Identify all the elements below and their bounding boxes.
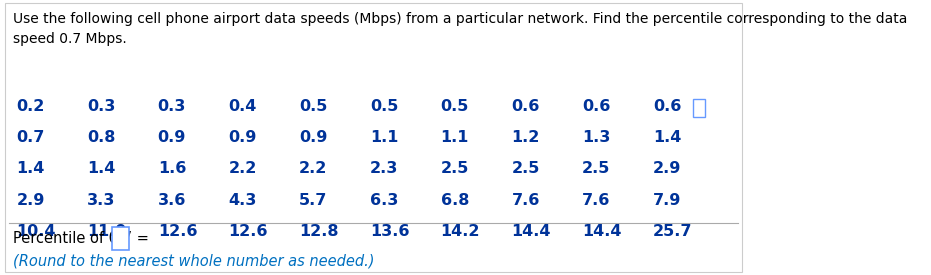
Text: 2.2: 2.2	[299, 161, 328, 176]
Text: 3.6: 3.6	[157, 192, 186, 208]
Text: 11.9: 11.9	[87, 224, 127, 239]
Text: 1.6: 1.6	[157, 161, 186, 176]
Text: 13.6: 13.6	[370, 224, 410, 239]
Text: 12.8: 12.8	[299, 224, 339, 239]
Text: Percentile of 0.7 =: Percentile of 0.7 =	[12, 231, 148, 246]
Bar	[112, 227, 129, 250]
Text: 14.4: 14.4	[511, 224, 551, 239]
Text: 6.3: 6.3	[370, 192, 398, 208]
Text: 0.3: 0.3	[157, 99, 186, 114]
Text: 4.3: 4.3	[228, 192, 257, 208]
Text: 12.6: 12.6	[157, 224, 197, 239]
Text: 6.8: 6.8	[440, 192, 469, 208]
Text: 7.9: 7.9	[653, 192, 681, 208]
Text: 0.7: 0.7	[16, 130, 45, 145]
Text: 25.7: 25.7	[653, 224, 693, 239]
Text: 12.6: 12.6	[228, 224, 268, 239]
Text: 0.8: 0.8	[87, 130, 115, 145]
Text: Use the following cell phone airport data speeds (Mbps) from a particular networ: Use the following cell phone airport dat…	[12, 12, 907, 46]
Text: 10.4: 10.4	[16, 224, 56, 239]
Text: 2.9: 2.9	[16, 192, 45, 208]
Text: 0.9: 0.9	[299, 130, 328, 145]
Text: 2.5: 2.5	[511, 161, 540, 176]
Text: 2.3: 2.3	[370, 161, 398, 176]
Text: 2.5: 2.5	[582, 161, 611, 176]
Text: 1.1: 1.1	[440, 130, 469, 145]
Text: 0.9: 0.9	[228, 130, 257, 145]
Text: 1.4: 1.4	[87, 161, 115, 176]
Text: (Round to the nearest whole number as needed.): (Round to the nearest whole number as ne…	[12, 254, 374, 269]
Text: 14.4: 14.4	[582, 224, 622, 239]
Text: 7.6: 7.6	[511, 192, 540, 208]
Text: 5.7: 5.7	[299, 192, 328, 208]
Text: 3.3: 3.3	[87, 192, 115, 208]
Text: 0.4: 0.4	[228, 99, 257, 114]
Text: 1.4: 1.4	[16, 161, 45, 176]
Text: 1.1: 1.1	[370, 130, 398, 145]
Text: 1.2: 1.2	[511, 130, 540, 145]
Text: 0.9: 0.9	[157, 130, 186, 145]
Text: 0.5: 0.5	[440, 99, 469, 114]
Text: 0.2: 0.2	[16, 99, 45, 114]
Text: 0.6: 0.6	[511, 99, 540, 114]
Bar	[693, 99, 705, 117]
Text: 0.5: 0.5	[370, 99, 398, 114]
Text: 14.2: 14.2	[440, 224, 480, 239]
Text: 1.3: 1.3	[582, 130, 611, 145]
Text: 0.3: 0.3	[87, 99, 115, 114]
Text: 2.2: 2.2	[228, 161, 257, 176]
Text: 1.4: 1.4	[653, 130, 681, 145]
Text: 2.9: 2.9	[653, 161, 681, 176]
Text: 0.6: 0.6	[582, 99, 611, 114]
Text: 2.5: 2.5	[440, 161, 469, 176]
Text: 0.6: 0.6	[653, 99, 681, 114]
Text: 0.5: 0.5	[299, 99, 328, 114]
Text: 7.6: 7.6	[582, 192, 611, 208]
